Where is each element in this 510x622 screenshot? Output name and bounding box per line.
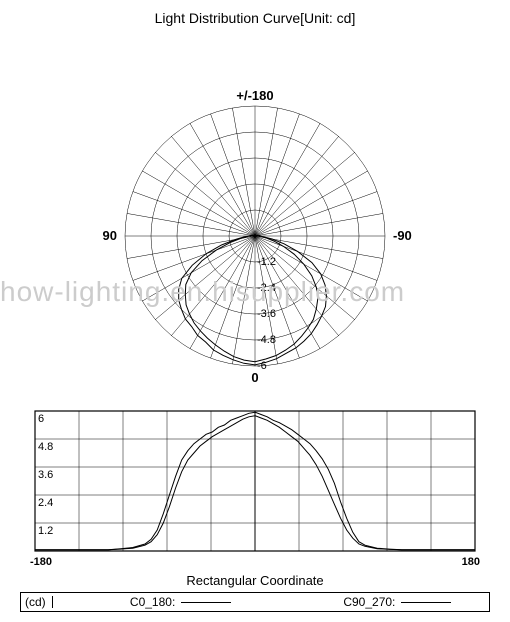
svg-text:6: 6 (38, 413, 44, 425)
svg-text:-4.8: -4.8 (257, 334, 276, 346)
legend-unit: (cd) (25, 595, 46, 609)
svg-text:180: 180 (462, 556, 480, 566)
rect-chart-container: 1.2 2.4 3.6 4.8 6 -180 180 Rectangular Coordin… (10, 401, 500, 588)
svg-text:1.2: 1.2 (38, 525, 53, 537)
legend: (cd) C0_180: C90_270: (20, 592, 490, 612)
chart-title: Light Distribution Curve[Unit: cd] (10, 10, 500, 26)
svg-text:+/-180: +/-180 (236, 88, 273, 103)
svg-text:2.4: 2.4 (38, 497, 53, 509)
svg-text:0: 0 (251, 370, 258, 385)
polar-chart-container: how-lighting.en.hisupplier.com -1.2-2.4-… (10, 46, 500, 401)
svg-text:4.8: 4.8 (38, 441, 53, 453)
svg-text:3.6: 3.6 (38, 469, 53, 481)
legend-item-0: C0_180: (130, 595, 231, 609)
legend-item-1: C90_270: (343, 595, 451, 609)
polar-chart: -1.2-2.4-3.6-4.8-6+/-180090-90 (10, 46, 500, 396)
svg-text:90: 90 (103, 228, 117, 243)
rectangular-chart: 1.2 2.4 3.6 4.8 6 -180 180 (10, 401, 500, 566)
rect-subtitle: Rectangular Coordinate (10, 573, 500, 588)
svg-text:-90: -90 (393, 228, 412, 243)
svg-text:-1.2: -1.2 (257, 256, 276, 268)
svg-text:-3.6: -3.6 (257, 308, 276, 320)
svg-text:-2.4: -2.4 (257, 282, 276, 294)
svg-text:-180: -180 (30, 556, 52, 566)
